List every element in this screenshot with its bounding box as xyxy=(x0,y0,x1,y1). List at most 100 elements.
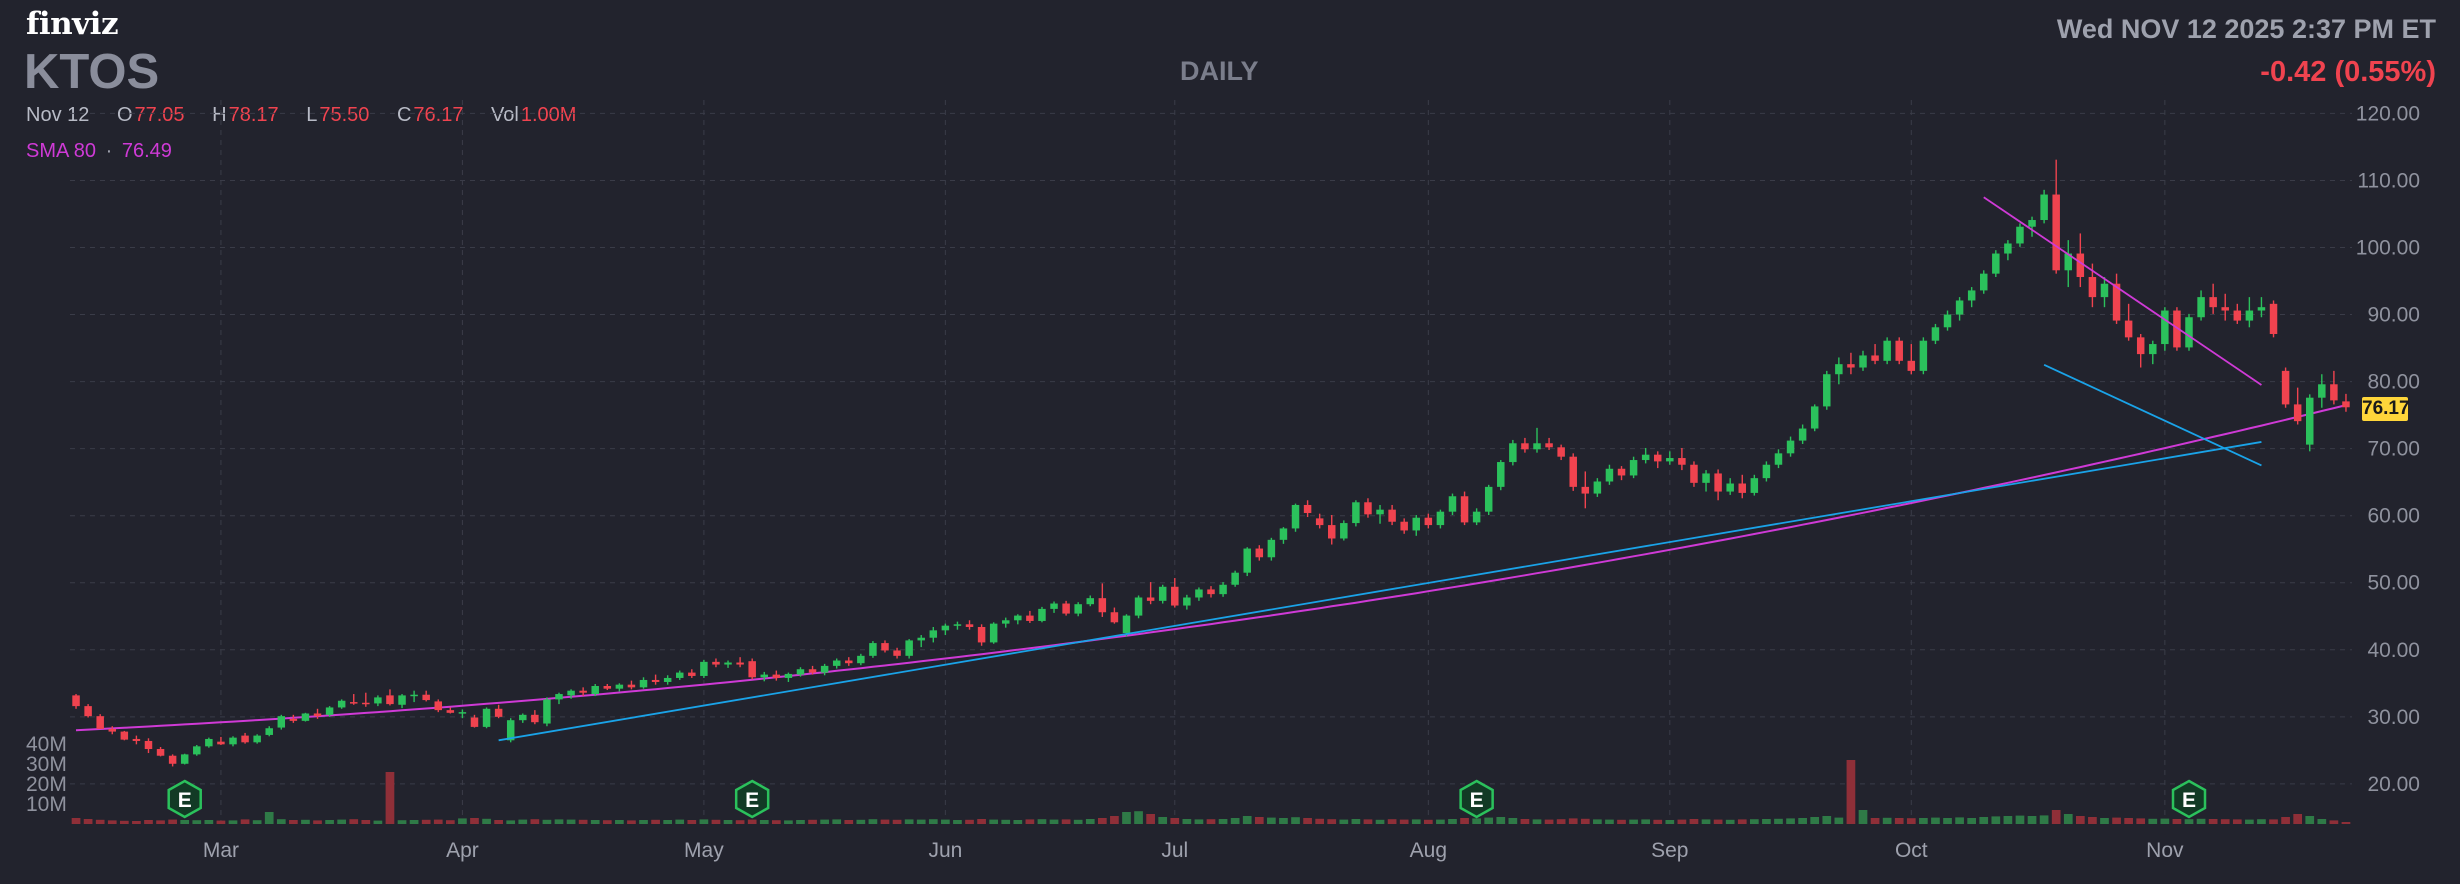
earnings-marker xyxy=(2171,779,2207,819)
candle-body xyxy=(1726,483,1734,492)
volume-bar xyxy=(1279,818,1288,824)
volume-bar xyxy=(735,820,745,824)
candle-body xyxy=(434,701,443,711)
volume-bar xyxy=(1025,819,1035,824)
candle-body xyxy=(337,700,346,708)
candle-body xyxy=(977,626,986,643)
finviz-logo[interactable]: finviz xyxy=(26,6,119,42)
volume-bar xyxy=(1303,818,1312,824)
volume-bar xyxy=(892,819,902,824)
volume-bar xyxy=(2088,817,2097,824)
volume-bar xyxy=(2269,819,2278,824)
candle-body xyxy=(2197,297,2205,318)
volume-bar xyxy=(1182,819,1192,824)
volume-bar xyxy=(1701,819,1711,824)
candle-body xyxy=(2076,253,2085,278)
volume-bar xyxy=(2063,814,2073,824)
candle-body xyxy=(1702,473,1710,483)
volume-bar xyxy=(2184,819,2194,824)
volume-bar xyxy=(1580,818,1590,824)
candle-body xyxy=(1678,458,1686,465)
candle-body xyxy=(253,735,261,743)
candle-body xyxy=(1533,443,1541,450)
price-tick-label: 120.00 xyxy=(2356,102,2420,125)
volume-bar xyxy=(192,820,202,824)
candle-body xyxy=(2330,384,2338,401)
volume-bar xyxy=(1206,819,1216,824)
candle-body xyxy=(1992,253,2000,274)
candle-body xyxy=(1569,456,1577,487)
volume-bar xyxy=(747,819,757,824)
candle-body xyxy=(1750,478,1759,493)
candle-body xyxy=(1195,589,1203,598)
volume-bar xyxy=(119,820,129,824)
volume-bar xyxy=(977,819,986,824)
candle-body xyxy=(893,650,901,656)
volume-bar xyxy=(1882,817,1892,824)
volume-bar xyxy=(83,819,93,824)
candle-body xyxy=(953,624,962,626)
volume-bar xyxy=(2136,818,2146,824)
candle-body xyxy=(132,738,141,741)
volume-bar xyxy=(880,819,890,824)
earnings-marker-label: E xyxy=(1470,789,1484,812)
volume-bar xyxy=(1122,812,1131,824)
sma-legend[interactable]: SMA 80 · 76.49 xyxy=(26,140,172,163)
candle-body xyxy=(869,643,877,656)
sma-value: 76.49 xyxy=(121,140,172,162)
candle-body xyxy=(1038,608,1046,621)
candle-body xyxy=(1327,525,1336,539)
candle-body xyxy=(1521,443,1529,450)
volume-bar xyxy=(1943,818,1952,824)
volume-bar xyxy=(1508,818,1518,824)
trendline xyxy=(2043,364,2262,467)
volume-bar xyxy=(941,819,950,824)
candle-body xyxy=(1786,440,1795,454)
candle-body xyxy=(675,672,684,678)
date-tick-label: Oct xyxy=(1895,839,1928,862)
volume-bar xyxy=(494,820,503,824)
volume-bar xyxy=(1049,819,1059,824)
volume-bar xyxy=(2317,819,2327,824)
candle-body xyxy=(2245,310,2254,321)
volume-bar xyxy=(566,819,576,824)
volume-bar xyxy=(1085,819,1095,824)
volume-bar xyxy=(615,820,624,824)
candle-body xyxy=(857,655,865,664)
candle-body xyxy=(1050,603,1058,609)
candle-body xyxy=(2016,226,2024,244)
volume-bar xyxy=(1037,819,1047,824)
candle-body xyxy=(1424,517,1433,526)
candle-body xyxy=(120,731,129,740)
candle-body xyxy=(144,740,153,750)
volume-bar xyxy=(1677,819,1687,824)
candle-body xyxy=(398,695,406,705)
candle-body xyxy=(1979,273,1988,291)
volume-bar xyxy=(276,819,286,824)
candle-body xyxy=(772,674,781,678)
volume-bar xyxy=(796,820,805,824)
candle-body xyxy=(1098,598,1107,613)
timeframe-label[interactable]: DAILY xyxy=(1180,56,1259,86)
candle-body xyxy=(1907,360,1916,371)
candle-body xyxy=(1714,473,1722,492)
candle-body xyxy=(2149,344,2157,355)
ohlc-readout: Nov 12 O 77.05 H 78.17 L 75.50 C 76.17 Vol 1.… xyxy=(26,104,576,127)
volume-value: 1.00M xyxy=(520,104,577,126)
volume-bar xyxy=(482,818,491,824)
candle-body xyxy=(1303,504,1312,514)
candle-body xyxy=(193,746,201,755)
volume-tick-label: 10M xyxy=(26,793,67,816)
low-value: 75.50 xyxy=(319,104,370,126)
candle-body xyxy=(1146,597,1155,601)
candle-body xyxy=(1062,603,1070,614)
volume-bar xyxy=(470,818,479,824)
volume-bar xyxy=(107,820,117,824)
volume-bar xyxy=(1375,819,1385,824)
volume-bar xyxy=(1641,819,1651,824)
volume-bar xyxy=(1894,818,1904,824)
volume-bar xyxy=(1834,817,1844,824)
volume-bar xyxy=(2329,820,2339,824)
candle-body xyxy=(229,737,237,745)
